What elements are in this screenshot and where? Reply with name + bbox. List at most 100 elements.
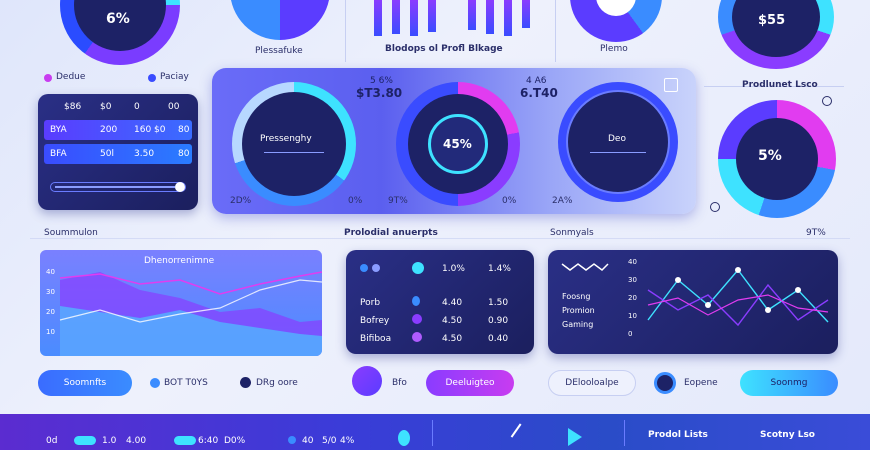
bottom-toggle[interactable] — [74, 436, 96, 445]
left-y-tick: 20 — [46, 308, 55, 316]
table-row[interactable]: BYA 200 160 $0 80 — [44, 120, 192, 140]
stats-icon-a — [360, 264, 368, 272]
left-y-tick: 30 — [46, 288, 55, 296]
bottom-divider-2 — [624, 420, 625, 446]
corner-expand-icon[interactable] — [664, 78, 678, 92]
btn-bot-toys-icon — [150, 378, 160, 388]
right-y-tick: 20 — [628, 294, 637, 302]
table-header-cell: 0 — [134, 102, 140, 112]
legend-dot-2 — [148, 74, 156, 82]
btn-delooloalpe[interactable]: DElooloalpe — [548, 370, 636, 396]
stats-icon-c — [412, 262, 424, 274]
table-cell: 160 $0 — [134, 125, 166, 135]
btn-eopene-icon — [654, 372, 676, 394]
bottom-right-2: Scotny Lso — [760, 430, 815, 440]
left-y-tick: 40 — [46, 268, 55, 276]
slider-handle[interactable] — [175, 182, 185, 192]
bottom-item: 40 — [302, 436, 314, 446]
top-gauge-1: 6% — [60, 0, 180, 65]
btn-deeluigteo[interactable]: Deeluigteo — [426, 370, 514, 396]
table-header-cell: 00 — [168, 102, 180, 112]
btn-bot-toys[interactable]: BOT T0YS — [164, 378, 208, 388]
left-line-chart: Dhenorrenimne 40 30 20 10 — [40, 250, 322, 356]
right-chart-label: Gaming — [562, 320, 594, 329]
bottom-item: 5/0 — [322, 436, 337, 446]
bottom-item: 4.00 — [126, 436, 147, 446]
top-label-2: Blodops ol Profl Blkage — [385, 44, 503, 54]
stats-label: Porb — [360, 298, 381, 308]
table-cell: 80 — [178, 125, 190, 135]
top-gauge-3 — [570, 0, 662, 42]
table-header-cell: $86 — [64, 102, 82, 112]
top-gauge-1-value: 6% — [106, 11, 130, 27]
section-title-left: Soummulon — [44, 228, 98, 238]
right-y-tick: 30 — [628, 276, 637, 284]
right-chart-label: Promion — [562, 306, 595, 315]
right-line-chart: 40 30 20 10 0 Foosng Promion Gaming — [548, 250, 838, 354]
center-pct-mid3: 0% — [502, 196, 517, 206]
section-title-right-pct: 9T% — [806, 228, 826, 238]
stats-value: 0.90 — [488, 316, 509, 326]
stats-label: Bifiboa — [360, 334, 392, 344]
right-y-tick: 0 — [628, 330, 633, 338]
btn-soomnfts[interactable]: Soomnfts — [38, 370, 132, 396]
btn-bfo-icon[interactable] — [352, 366, 382, 396]
left-chart-title: Dhenorrenimne — [144, 256, 215, 266]
right-divider — [704, 86, 844, 87]
bottom-node-icon — [510, 423, 532, 445]
right-panel-title: Prodlunet Lsco — [742, 80, 818, 90]
bottom-dot — [288, 436, 296, 444]
table-cell: 200 — [100, 125, 118, 135]
stats-value: 1.4% — [488, 264, 511, 274]
legend-dot-1 — [44, 74, 52, 82]
bottom-item: D0% — [224, 436, 246, 446]
bottom-right-1: Prodol Lists — [648, 430, 708, 440]
center-gauge-c: Deo — [558, 82, 678, 202]
stats-value: 4.40 — [442, 298, 463, 308]
table-row[interactable]: BFA 50l 3.50 80 — [44, 144, 192, 164]
stats-value: 1.50 — [488, 298, 509, 308]
center-stats-panel: 1.0% 1.4% Porb 4.40 1.50 Bofrey 4.50 0.9… — [346, 250, 534, 354]
center-gauge-b: 45% — [396, 82, 520, 206]
bottom-item: 4% — [340, 436, 355, 446]
section-title-right: Sonmyals — [550, 228, 594, 238]
stats-drop-icon — [412, 296, 420, 306]
btn-drg-oore[interactable]: DRg oore — [256, 378, 298, 388]
table-cell: BYA — [50, 125, 67, 135]
stats-value: 4.50 — [442, 334, 463, 344]
right-gauge-value: 5% — [758, 148, 782, 164]
right-y-tick: 40 — [628, 258, 637, 266]
top-gauge-5: $55 — [718, 0, 834, 69]
right-small-dot[interactable] — [710, 202, 720, 212]
center-gauge-a: Pressenghy — [232, 82, 356, 206]
left-y-tick: 10 — [46, 328, 55, 336]
right-chart-label: Foosng — [562, 292, 591, 301]
top-gauge-2 — [230, 0, 330, 40]
center-stat-1-label: 5 6% — [370, 76, 393, 86]
center-stat-2-label: 4 A6 — [526, 76, 547, 86]
legend-item-2: Paciay — [160, 72, 189, 82]
left-table-panel: $86 $0 0 00 BYA 200 160 $0 80 BFA 50l 3.… — [38, 94, 198, 210]
bottom-item: 1.0 — [102, 436, 117, 446]
table-slider[interactable] — [50, 182, 186, 192]
bottom-drop-icon — [398, 430, 410, 446]
btn-soonmg[interactable]: Soonmg — [740, 370, 838, 396]
center-gauge-c-label: Deo — [608, 134, 626, 144]
section-title-center: Prolodial anuerpts — [344, 228, 438, 238]
right-y-tick: 10 — [628, 312, 637, 320]
table-header-cell: $0 — [100, 102, 112, 112]
stats-label: Bofrey — [360, 316, 390, 326]
center-pct-mid1: 0% — [348, 196, 363, 206]
bottom-toggle[interactable] — [174, 436, 196, 445]
center-stat-1-value: $T3.80 — [356, 86, 403, 100]
btn-drg-icon — [240, 377, 251, 388]
right-panel-dot[interactable] — [822, 96, 832, 106]
center-gauge-b-value: 45% — [443, 137, 472, 151]
top-label-3: Plemo — [600, 44, 628, 54]
btn-eopene[interactable]: Eopene — [684, 378, 718, 388]
bottom-bar: 0d 1.0 4.00 6:40 D0% 40 5/0 4% Prodol Li… — [0, 414, 870, 450]
table-header-row: $86 $0 0 00 — [44, 102, 192, 116]
btn-bfo[interactable]: Bfo — [392, 378, 407, 388]
stats-value: 1.0% — [442, 264, 465, 274]
top-gauge-5-value: $55 — [758, 13, 786, 28]
